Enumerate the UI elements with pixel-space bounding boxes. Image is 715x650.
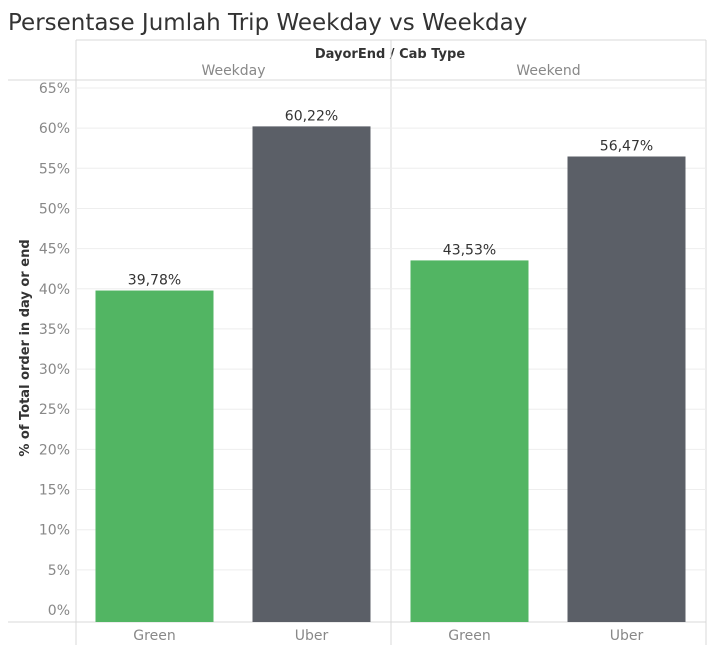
data-label: 60,22% [285, 108, 338, 124]
bar-weekend-green[interactable] [410, 260, 529, 622]
pane-weekend: Weekend 43,53% Green 56,47% Uber [410, 63, 686, 644]
y-tick-label: 10% [39, 523, 70, 539]
y-tick-label: 50% [39, 201, 70, 217]
pane-weekday: Weekday 39,78% Green 60,22% Uber [95, 63, 371, 644]
y-tick-label: 15% [39, 483, 70, 499]
data-label: 39,78% [128, 273, 181, 289]
column-header-title: DayorEnd / Cab Type [315, 47, 465, 62]
y-tick-label: 0% [48, 603, 70, 619]
bar-weekday-uber[interactable] [252, 126, 371, 622]
chart-title: Persentase Jumlah Trip Weekday vs Weekda… [8, 10, 527, 36]
bar-weekend-uber[interactable] [567, 156, 686, 623]
y-tick-label: 45% [39, 242, 70, 258]
y-axis: 0% 5% 10% 15% 20% 25% 30% 35% 40% 45% 50% 55% 60% 65% [39, 81, 70, 619]
y-tick-label: 55% [39, 161, 70, 177]
panes: Weekday 39,78% Green 60,22% Uber Weekend 43,53… [95, 63, 686, 644]
y-tick-label: 30% [39, 362, 70, 378]
data-label: 43,53% [443, 242, 496, 258]
x-category-label: Uber [295, 628, 329, 644]
pane-header-label: Weekend [516, 63, 580, 79]
y-tick-label: 25% [39, 402, 70, 418]
y-axis-label: % of Total order in day or end [18, 239, 33, 456]
data-label: 56,47% [600, 139, 653, 155]
y-tick-label: 60% [39, 121, 70, 137]
y-tick-label: 35% [39, 322, 70, 338]
bar-weekday-green[interactable] [95, 290, 214, 622]
y-tick-label: 20% [39, 442, 70, 458]
y-tick-label: 40% [39, 282, 70, 298]
pane-header-label: Weekday [201, 63, 265, 79]
x-category-label: Uber [610, 628, 644, 644]
y-tick-label: 65% [39, 81, 70, 97]
x-category-label: Green [448, 628, 490, 644]
x-category-label: Green [133, 628, 175, 644]
y-tick-label: 5% [48, 563, 70, 579]
